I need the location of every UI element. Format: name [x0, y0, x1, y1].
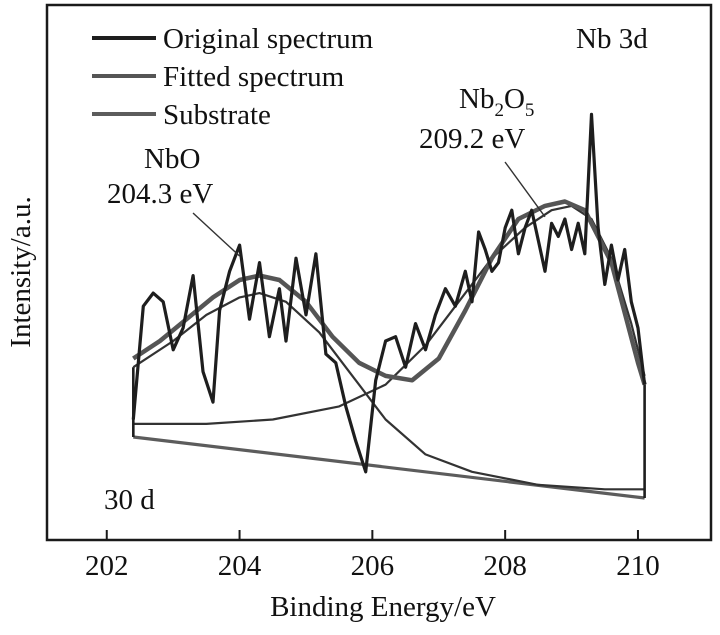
x-tick-label: 210: [616, 550, 660, 582]
x-axis-ticks: 202 204 206 208 210: [85, 530, 660, 582]
x-tick-label: 202: [85, 550, 129, 582]
leader-nbo: [192, 212, 241, 257]
legend-label-original: Original spectrum: [163, 23, 374, 55]
annotation-nb3d: Nb 3d: [576, 23, 648, 55]
series-substrate-line: [133, 435, 645, 500]
y-axis-label: Intensity/a.u.: [5, 196, 37, 347]
annotation-nbo-formula: NbO: [144, 143, 200, 175]
legend: Original spectrum Fitted spectrum Substr…: [92, 23, 374, 131]
x-tick-label: 204: [218, 550, 262, 582]
series-nbo-component-line: [132, 292, 645, 491]
plot-frame: [45, 3, 713, 542]
annotation-nb2o5-formula: Nb2O5: [459, 83, 534, 121]
x-tick-label: 208: [483, 550, 527, 582]
annotation-nbo-energy: 204.3 eV: [107, 178, 213, 210]
series-group: [131, 112, 647, 500]
legend-label-substrate: Substrate: [163, 99, 271, 131]
leader-nb2o5: [504, 161, 546, 218]
x-tick-label: 206: [351, 550, 395, 582]
sample-label: 30 d: [104, 484, 155, 516]
series-original-line: [131, 112, 647, 474]
annotation-leaders: [192, 161, 546, 257]
annotation-nb2o5-energy: 209.2 eV: [419, 123, 525, 155]
legend-label-fitted: Fitted spectrum: [163, 61, 345, 93]
x-axis-label: Binding Energy/eV: [270, 591, 496, 623]
